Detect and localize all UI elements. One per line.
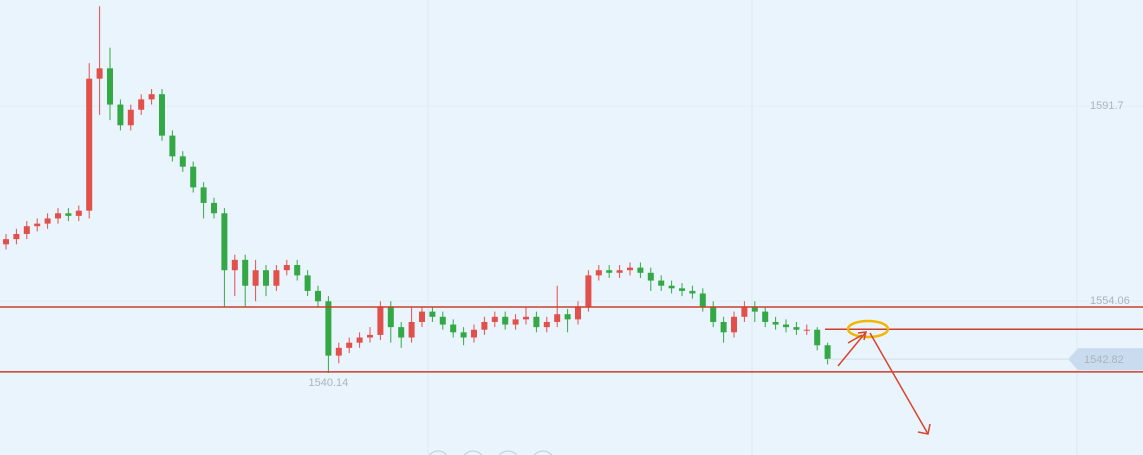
nav-dots (428, 450, 553, 455)
candle-body (647, 272, 654, 281)
candle-body (637, 267, 644, 273)
candle-body (751, 306, 758, 312)
candle-body (3, 239, 9, 245)
candle-body (346, 342, 353, 348)
candle-body (387, 306, 394, 328)
candle-body (824, 345, 831, 360)
plot: 1591.7 1554.06 1540.14 1542.82 (0, 6, 1143, 389)
candle-body (221, 213, 228, 271)
candle-body (169, 135, 176, 157)
candle-body (304, 275, 311, 291)
y-tick-label: 1554.06 (1090, 295, 1130, 307)
candle-body (231, 259, 238, 271)
y-tick-label: 1591.7 (1090, 100, 1124, 112)
candle-body (679, 288, 685, 291)
candle-body (13, 233, 20, 240)
candle-body (439, 316, 446, 325)
candle-body (720, 321, 727, 333)
candle-body (710, 306, 717, 322)
candle-body (96, 68, 103, 79)
candle-body (762, 311, 769, 322)
candle-body (616, 270, 623, 273)
candle-body (460, 332, 467, 338)
candle-body (263, 270, 269, 286)
candle-body (564, 314, 571, 320)
candle-body (699, 293, 706, 307)
candle-body (148, 94, 155, 100)
candle-body (356, 337, 363, 343)
candle-body (75, 210, 82, 216)
candle-body (117, 104, 124, 126)
candle-body (471, 329, 477, 338)
candle-body (741, 306, 748, 317)
candle-body (502, 316, 509, 325)
candle-body (450, 324, 457, 333)
candle-body (554, 314, 561, 322)
candle-body (533, 316, 540, 328)
candle-body (86, 78, 93, 211)
candle-body (543, 321, 550, 328)
low-label: 1540.14 (309, 377, 349, 389)
candle-body (398, 327, 405, 338)
candle-body (127, 109, 134, 126)
candle-body (523, 316, 529, 320)
candle-body (179, 156, 186, 167)
candle-body (481, 321, 488, 330)
candle-body (419, 311, 425, 322)
candle-body (491, 316, 498, 322)
candle-body (190, 166, 197, 188)
candle-body (315, 290, 321, 302)
highlight-ellipse (846, 319, 890, 339)
candle-body (23, 226, 30, 234)
last-price-tag (1068, 348, 1143, 371)
candle-body (377, 306, 384, 335)
candle-body (159, 94, 165, 136)
candle-body (34, 223, 41, 227)
candle-body (658, 280, 665, 286)
candle-body (803, 329, 810, 331)
candle-body (367, 334, 373, 338)
candle-body (731, 316, 737, 333)
candle-body (55, 213, 61, 219)
candle-body (242, 259, 249, 286)
candle-body (283, 265, 290, 271)
candle-body (325, 301, 332, 356)
candle-body (335, 347, 342, 356)
candle-body (252, 270, 259, 286)
candle-body (606, 270, 613, 273)
candle-body (294, 265, 301, 276)
candle-body (627, 267, 633, 271)
candle-body (200, 187, 207, 203)
candle-body (211, 202, 217, 214)
last-price-label: 1542.82 (1084, 354, 1124, 366)
candle-body (689, 290, 696, 294)
candle-body (585, 275, 592, 307)
candle-body (65, 213, 72, 216)
candle-body (429, 311, 436, 317)
candle-body (107, 68, 113, 105)
candle-body (575, 306, 581, 320)
candle-body (783, 324, 789, 328)
candle-body (772, 321, 779, 325)
candle-body (793, 327, 800, 330)
candle-body (512, 319, 519, 325)
annotation-arrows (837, 331, 931, 435)
candle-body (595, 270, 602, 276)
candle-body (273, 270, 280, 286)
candle-body (408, 321, 415, 338)
candle-body (138, 99, 145, 110)
candle-body (814, 329, 821, 346)
candle-body (668, 285, 675, 289)
candle-body (44, 218, 51, 224)
